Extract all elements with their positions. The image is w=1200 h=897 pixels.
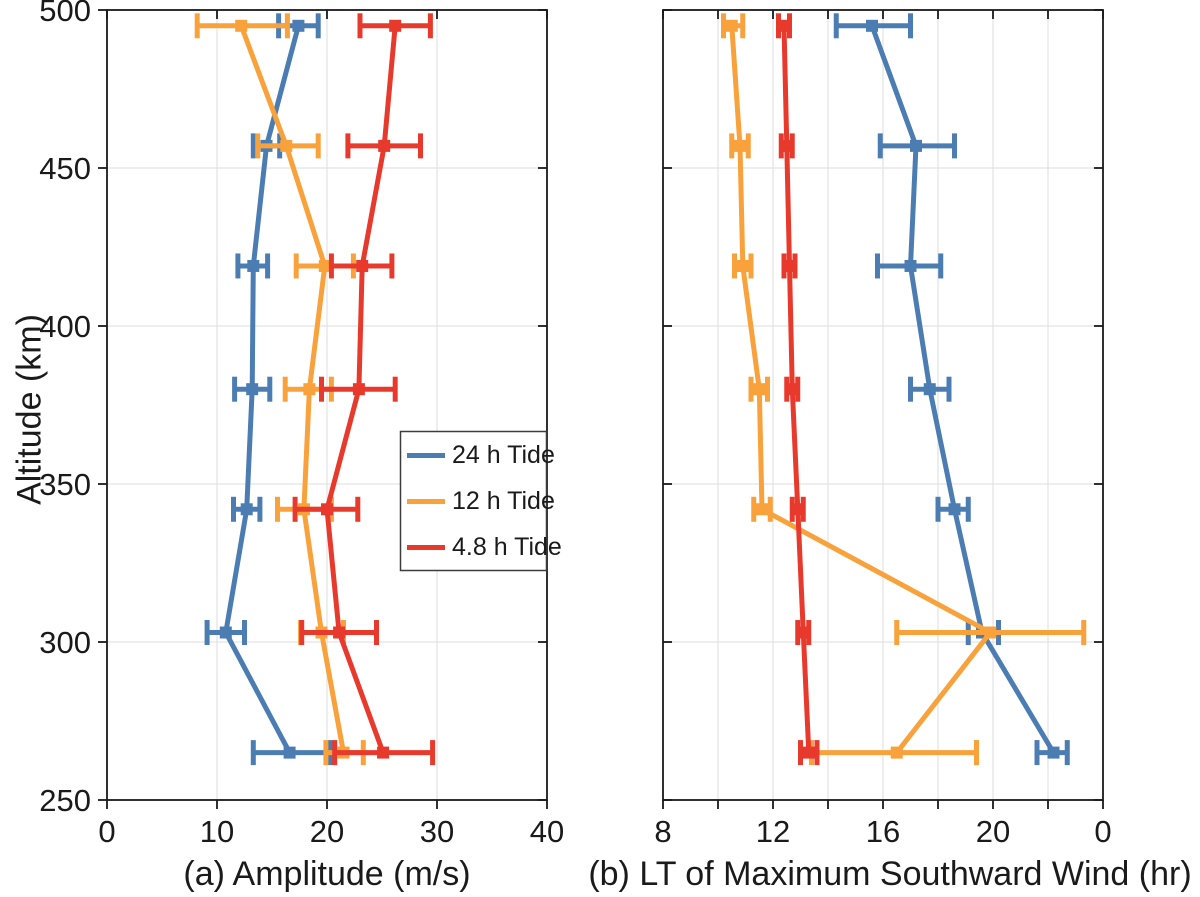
data-point-marker bbox=[890, 746, 903, 759]
y-tick-label: 250 bbox=[39, 783, 91, 818]
x-tick-label: 20 bbox=[976, 814, 1010, 849]
data-point-marker bbox=[948, 503, 961, 516]
data-point-marker bbox=[984, 626, 997, 639]
x-tick-label: 12 bbox=[756, 814, 790, 849]
data-point-marker bbox=[378, 139, 391, 152]
data-point-marker bbox=[791, 503, 804, 516]
data-point-marker bbox=[303, 383, 316, 396]
x-tick-label: 0 bbox=[98, 814, 115, 849]
series-4-8-h-tide bbox=[292, 13, 436, 766]
data-point-marker bbox=[247, 259, 260, 272]
y-tick-label: 500 bbox=[39, 0, 91, 28]
data-point-marker bbox=[356, 259, 369, 272]
data-point-marker bbox=[292, 19, 305, 32]
data-point-marker bbox=[797, 626, 810, 639]
legend-label-12h: 12 h Tide bbox=[452, 487, 555, 515]
data-point-marker bbox=[756, 503, 768, 516]
data-point-marker bbox=[778, 19, 790, 32]
x-tick-label: 30 bbox=[420, 814, 454, 849]
x-tick-label: 10 bbox=[200, 814, 234, 849]
data-point-marker bbox=[246, 383, 259, 396]
data-point-marker bbox=[783, 259, 796, 272]
data-point-marker bbox=[786, 383, 799, 396]
data-point-marker bbox=[725, 19, 738, 32]
x-tick-label: 0 bbox=[1094, 814, 1111, 849]
legend-label-4p8h: 4.8 h Tide bbox=[452, 533, 562, 561]
data-point-marker bbox=[802, 746, 815, 759]
x-tick-label: 16 bbox=[866, 814, 900, 849]
data-point-marker bbox=[235, 19, 248, 32]
data-point-marker bbox=[389, 19, 402, 32]
data-point-marker bbox=[352, 383, 365, 396]
panel-local-time-panel: 8 12 16 20 0 bbox=[654, 9, 1112, 849]
data-point-marker bbox=[333, 626, 346, 639]
data-point-marker bbox=[736, 259, 749, 272]
data-point-marker bbox=[219, 626, 232, 639]
series-4-8-h-tide bbox=[776, 13, 820, 766]
y-tick-label: 300 bbox=[39, 625, 91, 660]
legend-label-24h: 24 h Tide bbox=[452, 441, 555, 469]
series-line bbox=[729, 25, 995, 755]
series-12-h-tide bbox=[721, 13, 1087, 766]
x-tick-label: 40 bbox=[530, 814, 564, 849]
data-point-marker bbox=[321, 503, 333, 516]
x-tick-label: 20 bbox=[310, 814, 344, 849]
y-tick-label: 350 bbox=[39, 467, 91, 502]
data-point-marker bbox=[734, 139, 746, 152]
y-tick-label: 450 bbox=[39, 151, 91, 186]
data-point-marker bbox=[866, 19, 878, 32]
x-tick-label: 8 bbox=[654, 814, 671, 849]
data-point-marker bbox=[280, 139, 293, 152]
data-point-marker bbox=[318, 259, 331, 272]
data-point-marker bbox=[753, 383, 766, 396]
x-axis-label-local-time: (b) LT of Maximum Southward Wind (hr) bbox=[588, 855, 1192, 893]
data-point-marker bbox=[240, 503, 253, 516]
panel-amplitude-panel: 0 10 20 30 40 250 300 350 400 450 500 bbox=[39, 0, 564, 849]
data-point-marker bbox=[283, 746, 296, 759]
data-point-marker bbox=[904, 259, 917, 272]
data-point-marker bbox=[377, 746, 390, 759]
data-point-marker bbox=[923, 383, 936, 396]
data-point-marker bbox=[1047, 746, 1060, 759]
legend bbox=[399, 430, 548, 572]
y-axis-label-altitude: Altitude (km) bbox=[10, 314, 49, 505]
data-point-marker bbox=[910, 139, 922, 152]
x-axis-label-amplitude: (a) Amplitude (m/s) bbox=[183, 855, 471, 893]
series-24-h-tide bbox=[833, 13, 1070, 766]
data-point-marker bbox=[780, 139, 793, 152]
y-tick-label: 400 bbox=[39, 309, 91, 344]
